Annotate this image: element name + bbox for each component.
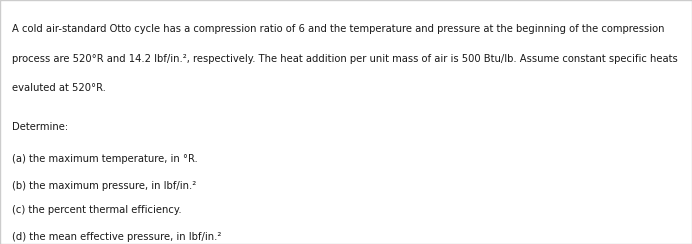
- Text: (b) the maximum pressure, in lbf/in.²: (b) the maximum pressure, in lbf/in.²: [12, 181, 197, 191]
- Text: (c) the percent thermal efficiency.: (c) the percent thermal efficiency.: [12, 205, 182, 215]
- Text: process are 520°R and 14.2 lbf/in.², respectively. The heat addition per unit ma: process are 520°R and 14.2 lbf/in.², res…: [12, 54, 678, 64]
- Text: Determine:: Determine:: [12, 122, 69, 132]
- Text: A cold air-standard Otto cycle has a compression ratio of 6 and the temperature : A cold air-standard Otto cycle has a com…: [12, 24, 665, 34]
- Text: evaluted at 520°R.: evaluted at 520°R.: [12, 83, 107, 93]
- Text: (a) the maximum temperature, in °R.: (a) the maximum temperature, in °R.: [12, 154, 198, 164]
- Text: (d) the mean effective pressure, in lbf/in.²: (d) the mean effective pressure, in lbf/…: [12, 232, 222, 242]
